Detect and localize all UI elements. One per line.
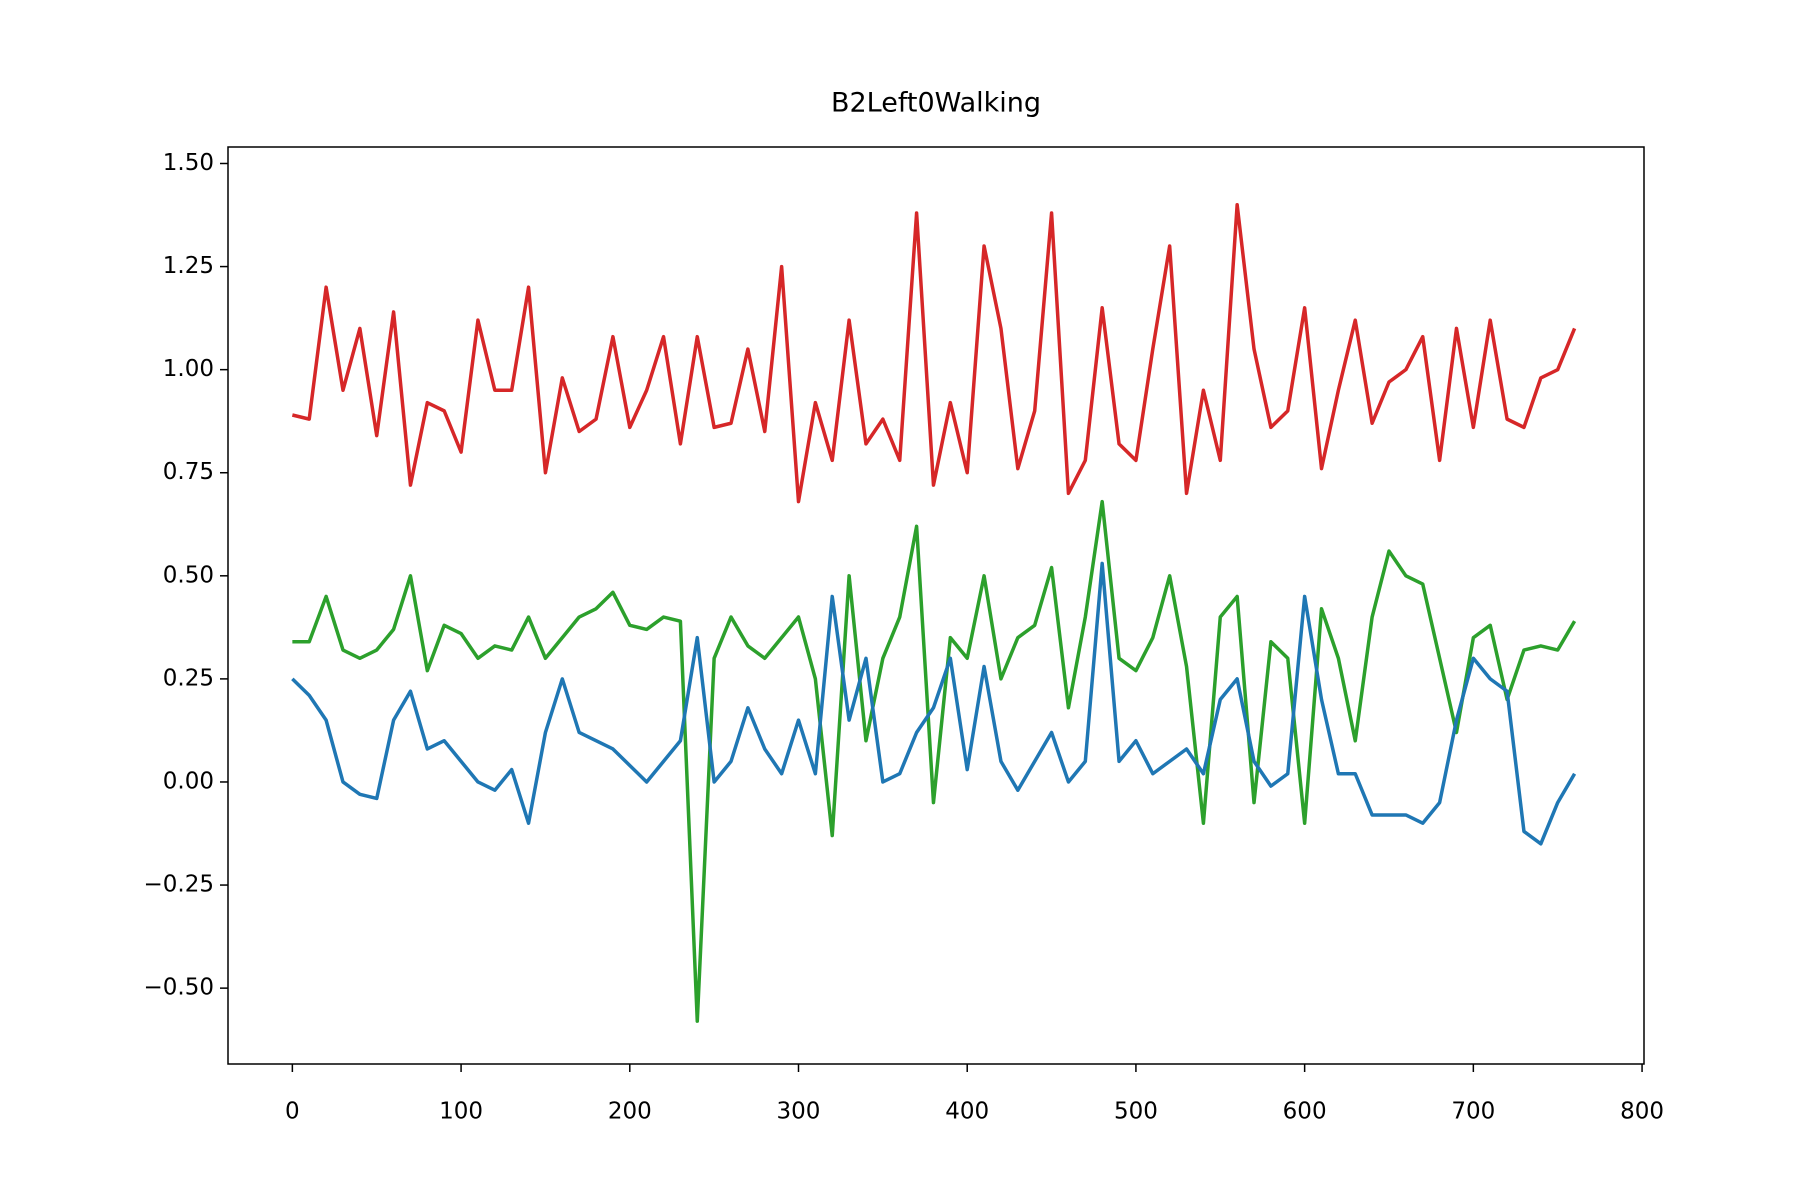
y-tick-label: 0.50	[163, 562, 214, 588]
x-tick-label: 700	[1451, 1099, 1495, 1125]
y-tick-label: −0.50	[144, 975, 214, 1001]
data-line	[292, 499, 1577, 1023]
chart-title: B2Left0Walking	[831, 88, 1041, 119]
x-tick-label: 100	[439, 1099, 483, 1125]
y-tick-label: 0.00	[163, 768, 214, 794]
x-tick-label: 200	[608, 1099, 652, 1125]
x-tick-label: 600	[1283, 1099, 1327, 1125]
y-tick-label: 0.75	[163, 459, 214, 485]
y-tick-label: 1.00	[163, 356, 214, 382]
plot-frame	[227, 146, 1645, 1065]
x-tick-label: 400	[945, 1099, 989, 1125]
y-tick-label: −0.25	[144, 872, 214, 898]
x-tick-label: 0	[285, 1099, 300, 1125]
x-tick-label: 500	[1114, 1099, 1158, 1125]
y-tick-label: 1.25	[163, 253, 214, 279]
y-tick-label: 0.25	[163, 665, 214, 691]
y-tick-label: 1.50	[163, 150, 214, 176]
data-line	[291, 561, 1577, 846]
data-line	[291, 202, 1577, 504]
x-tick-label: 800	[1620, 1099, 1664, 1125]
x-tick-label: 300	[777, 1099, 821, 1125]
